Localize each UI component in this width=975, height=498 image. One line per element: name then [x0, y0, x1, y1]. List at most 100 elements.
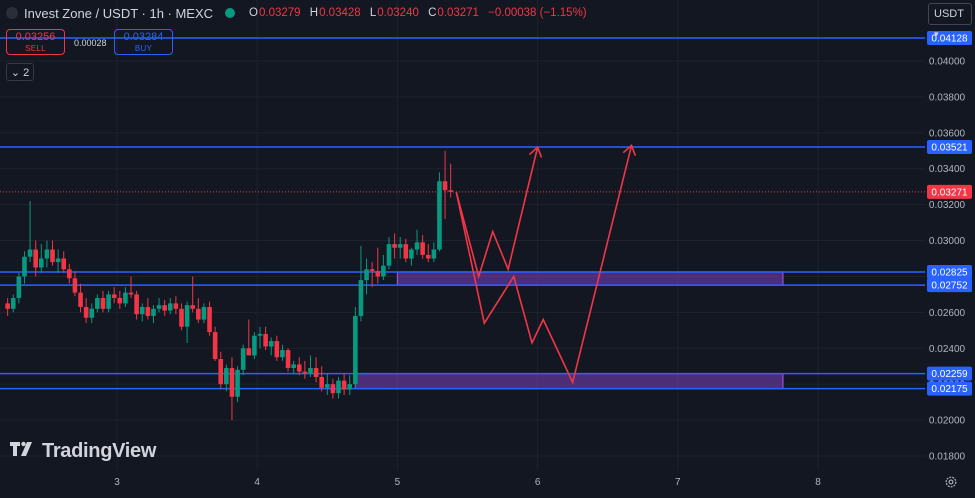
candle-body	[212, 332, 218, 360]
chevron-down-icon: ▾	[934, 29, 939, 39]
time-tick-label: 7	[675, 477, 681, 488]
ohlc-low-value: 0.03240	[377, 7, 419, 19]
candle-body	[392, 244, 397, 248]
currency-label: USDT	[934, 8, 964, 20]
price-axis-badges: 0.04128 0.03521 0.02825 0.02752 0.02259 0.021…	[927, 31, 972, 396]
candle-body	[246, 348, 252, 356]
level-badge-bg	[927, 264, 972, 279]
candle-body	[280, 350, 285, 358]
indicators-toggle-button[interactable]: ⌄ 2	[6, 63, 34, 81]
brand-name: TradingView	[42, 440, 157, 462]
ohlc-close-key: C	[428, 7, 437, 19]
candle-body	[308, 368, 313, 374]
tradingview-logo-icon	[10, 441, 36, 462]
candle-body	[319, 377, 324, 388]
ohlc-change: −0.00038 (−1.15%)	[488, 7, 587, 19]
time-tick-label: 6	[535, 477, 541, 488]
price-tick-label: 0.03400	[929, 164, 966, 175]
candle-body	[128, 292, 134, 295]
candle-body	[397, 244, 403, 248]
candle-body	[139, 306, 145, 315]
candle-body	[364, 269, 369, 281]
support-zones	[354, 271, 784, 390]
candle-body	[240, 348, 246, 370]
spread-value: 0.00028	[74, 38, 107, 48]
candle-body	[257, 333, 263, 336]
candle-body	[201, 306, 207, 320]
buy-label: BUY	[134, 44, 153, 53]
projection-paths	[455, 144, 637, 385]
buy-price: 0.03284	[123, 31, 164, 43]
candle-body	[111, 294, 117, 298]
level-badge-label: 0.03521	[931, 143, 968, 154]
candle-body	[117, 298, 123, 304]
candle-body	[38, 258, 44, 268]
candle-body	[106, 294, 111, 309]
level-badge-label: 0.02752	[931, 281, 968, 292]
time-tick-label: 4	[254, 477, 260, 488]
candle-body	[313, 368, 319, 377]
candle-body	[330, 384, 336, 394]
candle-body	[252, 335, 257, 356]
market-status-icon[interactable]	[225, 8, 236, 18]
candle-body	[10, 298, 16, 309]
projection-arrowhead	[528, 145, 543, 158]
candle-body	[190, 305, 196, 309]
candle-body	[285, 350, 291, 369]
candle-body	[134, 294, 139, 315]
level-badge-label: 0.04128	[931, 34, 968, 45]
candle-body	[369, 269, 375, 272]
level-badge-label: 0.02825	[931, 267, 968, 278]
candle-body	[27, 249, 33, 257]
candle-body	[55, 258, 61, 263]
projection-path	[455, 145, 633, 385]
candle-body	[358, 280, 364, 316]
settings-gear-icon[interactable]	[944, 475, 958, 489]
time-tick-label: 5	[395, 477, 401, 488]
candle-body	[100, 298, 106, 309]
level-badge-bg	[927, 31, 972, 46]
symbol-title[interactable]: Invest Zone / USDT · 1h · MEXC	[24, 5, 214, 21]
candle-body	[274, 341, 280, 358]
candle-body	[156, 305, 162, 309]
level-badge-bg	[927, 381, 972, 396]
price-axis: 0.018000.020000.022000.024000.026000.028…	[925, 0, 975, 498]
candle-body	[448, 190, 453, 192]
last-price-badge-bg	[927, 184, 972, 199]
candle-body	[263, 333, 268, 347]
symbol-logo-icon	[6, 7, 18, 19]
candle-body	[151, 308, 156, 316]
price-tick-label: 0.03000	[929, 236, 966, 247]
projection-arrowhead	[622, 144, 637, 156]
currency-button[interactable]: USDT ▾	[928, 3, 972, 39]
horizontal-levels	[0, 37, 925, 390]
projection-path	[455, 146, 539, 280]
time-tick-label: 3	[114, 477, 120, 488]
candle-body	[409, 249, 414, 259]
price-axis-background	[925, 0, 975, 498]
price-tick-label: 0.02400	[929, 344, 966, 355]
candle-body	[347, 384, 353, 390]
candle-body	[291, 364, 296, 369]
level-badge-bg	[927, 140, 972, 155]
candle-body	[403, 244, 409, 259]
level-badge-bg	[927, 366, 972, 381]
candle-body	[50, 249, 55, 263]
candle-body	[5, 303, 10, 309]
candle-body	[414, 242, 420, 250]
candle-body	[67, 269, 72, 279]
candle-body	[196, 308, 201, 320]
price-tick-label: 0.03600	[929, 128, 966, 139]
chart-grid	[0, 0, 925, 470]
candle-body	[78, 292, 83, 307]
indicators-count: 2	[23, 67, 30, 79]
ohlc-high-value: 0.03428	[319, 7, 361, 19]
candle-body	[224, 368, 229, 385]
buy-button[interactable]: 0.03284 BUY	[114, 29, 173, 55]
sell-button[interactable]: 0.03256 SELL	[6, 29, 65, 55]
sell-label: SELL	[25, 44, 46, 53]
candle-body	[89, 308, 95, 318]
candle-body	[353, 315, 358, 385]
candle-body	[44, 249, 50, 259]
